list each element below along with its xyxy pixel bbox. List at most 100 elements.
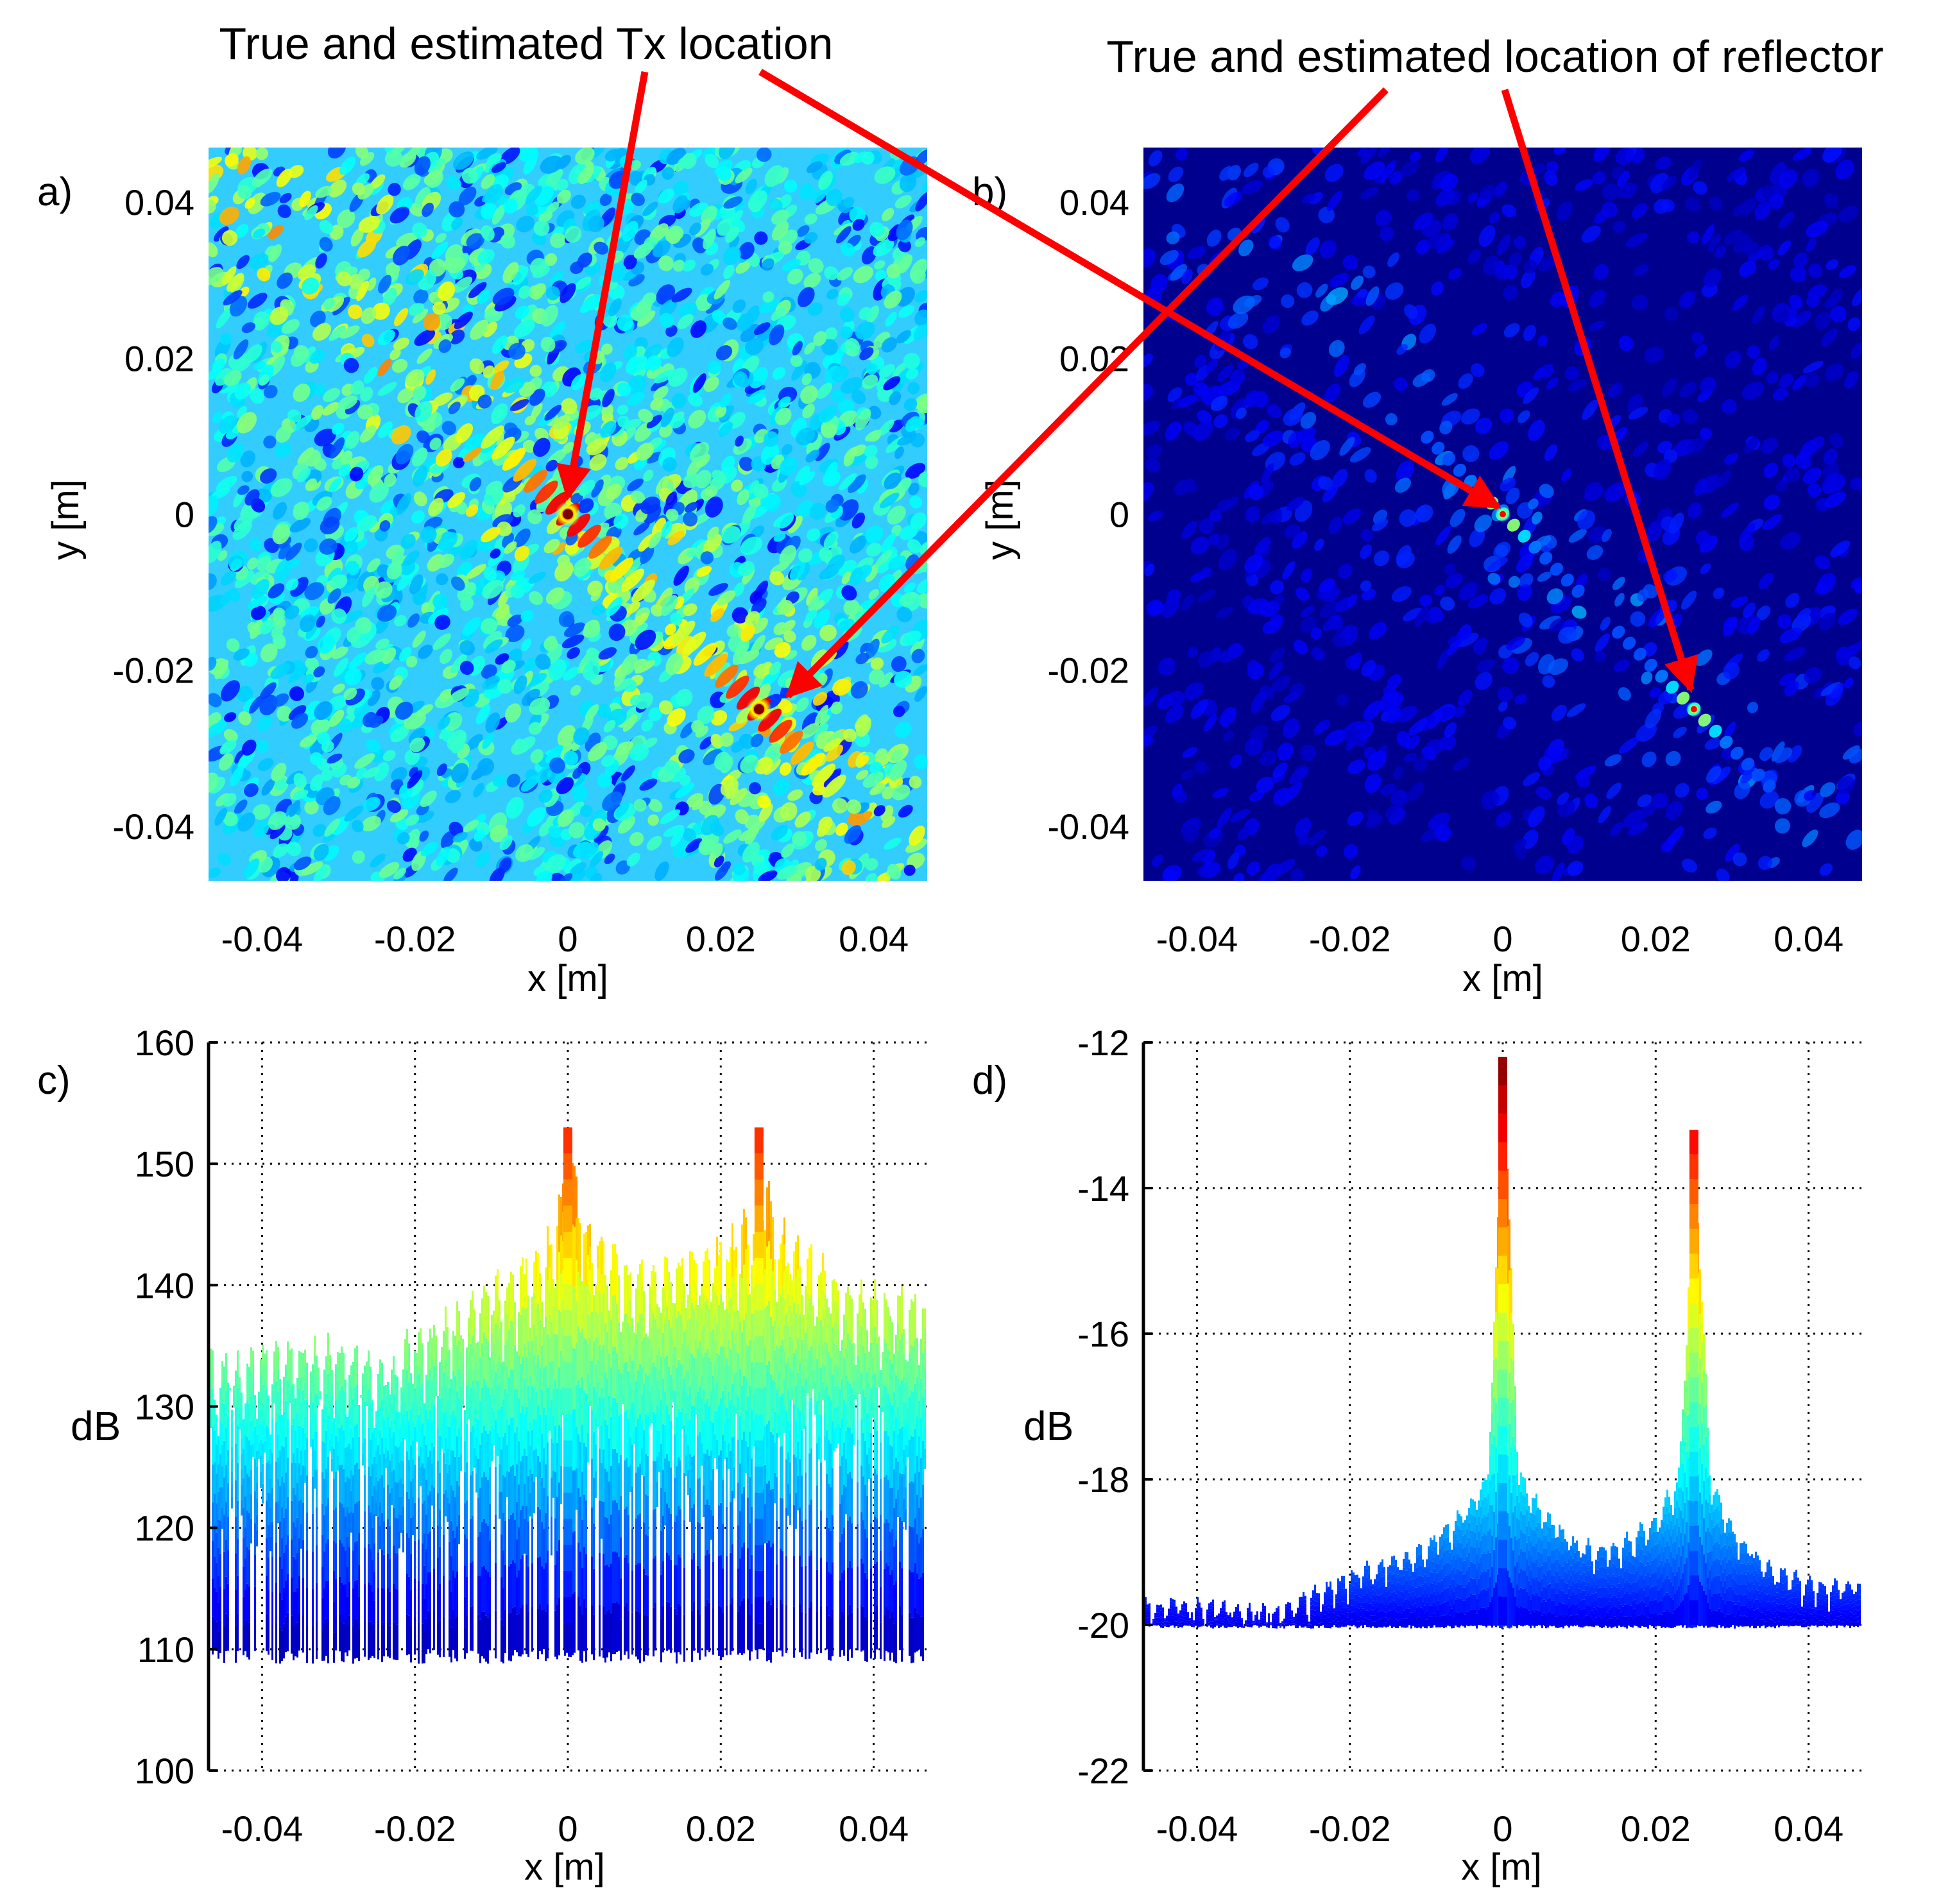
area-strip: [268, 1492, 269, 1526]
area-strip: [333, 1509, 335, 1541]
heatmap-speckle: [809, 502, 826, 520]
area-strip: [331, 1458, 333, 1472]
area-strip: [447, 1497, 449, 1522]
heatmap-speckle: [601, 343, 613, 355]
heatmap-speckle: [338, 463, 351, 477]
heatmap-speckle: [843, 453, 855, 467]
heatmap-speckle: [421, 726, 436, 739]
x-tick-label: 0: [1492, 919, 1512, 959]
area-strip: [248, 1549, 250, 1586]
area-strip: [535, 1420, 537, 1449]
heatmap-speckle: [855, 652, 869, 665]
area-strip: [522, 1406, 524, 1456]
area-strip: [512, 1370, 514, 1418]
area-strip: [481, 1432, 483, 1477]
area-strip: [416, 1386, 418, 1398]
area-strip: [246, 1510, 248, 1547]
area-strip: [466, 1347, 468, 1386]
heatmap-speckle: [219, 753, 234, 771]
area-strip: [406, 1410, 408, 1452]
area-strip: [375, 1490, 377, 1503]
area-strip: [414, 1502, 416, 1541]
area-strip: [237, 1500, 239, 1539]
area-strip: [366, 1389, 368, 1395]
heatmap-speckle: [287, 666, 307, 684]
area-strip: [258, 1391, 260, 1400]
area-strip: [350, 1365, 352, 1386]
area-strip: [502, 1437, 504, 1475]
area-strip: [431, 1338, 433, 1359]
heatmap-speckle: [278, 536, 292, 549]
heatmap-speckle: [787, 268, 803, 285]
area-strip: [258, 1442, 260, 1451]
area-strip: [452, 1370, 454, 1411]
heatmap-speckle: [696, 566, 712, 577]
heatmap-speckle: [749, 366, 768, 389]
heatmap-peak-core: [1500, 511, 1506, 518]
area-strip: [491, 1351, 493, 1370]
area-strip: [262, 1424, 264, 1444]
area-strip: [291, 1615, 293, 1654]
heatmap-speckle: [332, 423, 345, 435]
area-strip: [450, 1520, 452, 1556]
area-strip: [381, 1438, 383, 1475]
heatmap-speckle: [348, 652, 367, 670]
area-strip: [358, 1597, 360, 1629]
area-strip: [266, 1613, 268, 1651]
heatmap-speckle: [802, 404, 815, 419]
heatmap-speckle: [819, 624, 837, 642]
heatmap-speckle: [614, 678, 632, 692]
area-strip: [408, 1382, 410, 1422]
area-strip: [262, 1404, 264, 1425]
area-strip: [364, 1402, 366, 1439]
area-strip: [510, 1369, 512, 1418]
area-strip: [537, 1304, 539, 1355]
heatmap-speckle: [663, 824, 684, 837]
heatmap-speckle: [209, 242, 218, 257]
area-strip: [262, 1463, 264, 1484]
heatmap-speckle: [209, 267, 223, 285]
area-strip: [377, 1517, 379, 1552]
area-strip: [454, 1497, 456, 1538]
area-strip: [346, 1477, 348, 1507]
area-strip: [460, 1369, 462, 1386]
area-strip: [387, 1450, 389, 1485]
area-strip: [460, 1403, 462, 1420]
area-strip: [298, 1425, 300, 1464]
area-strip: [527, 1521, 529, 1567]
area-strip: [395, 1481, 397, 1518]
heatmap-speckle: [536, 766, 552, 784]
area-strip: [418, 1456, 420, 1499]
area-strip: [450, 1450, 452, 1486]
area-strip: [400, 1387, 402, 1406]
heatmap-speckle: [692, 373, 706, 393]
area-strip: [377, 1409, 379, 1446]
area-strip: [502, 1550, 504, 1588]
area-strip: [360, 1396, 362, 1397]
area-strip: [464, 1410, 466, 1441]
area-strip: [452, 1330, 454, 1371]
area-strip: [273, 1357, 275, 1364]
area-strip: [264, 1427, 266, 1441]
area-strip: [275, 1461, 277, 1502]
area-strip: [487, 1479, 489, 1526]
area-strip: [370, 1475, 372, 1513]
area-strip: [252, 1364, 254, 1378]
area-strip: [306, 1588, 308, 1626]
area-strip: [354, 1425, 356, 1465]
heatmap-speckle: [641, 719, 653, 732]
area-strip: [300, 1425, 302, 1450]
area-strip: [398, 1463, 400, 1481]
area-strip: [489, 1504, 491, 1541]
heatmap-speckle: [528, 591, 543, 605]
area-strip: [516, 1464, 518, 1502]
area-strip: [223, 1440, 225, 1478]
area-strip: [389, 1460, 391, 1493]
heatmap-speckle: [748, 819, 766, 835]
heatmap-speckle: [216, 308, 232, 329]
heatmap-speckle: [209, 867, 221, 878]
area-strip: [533, 1450, 535, 1482]
heatmap-speckle: [319, 237, 333, 252]
area-strip: [318, 1400, 320, 1406]
area-strip: [460, 1335, 462, 1352]
